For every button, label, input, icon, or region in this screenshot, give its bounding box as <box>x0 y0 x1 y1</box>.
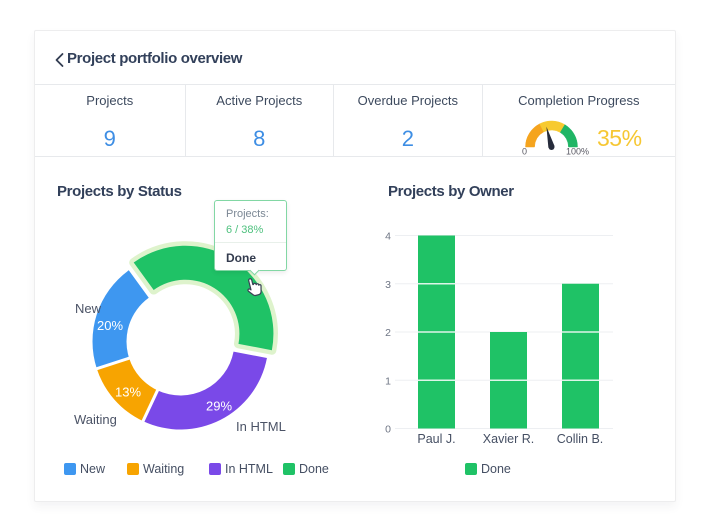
svg-text:0: 0 <box>385 424 391 436</box>
svg-text:Xavier R.: Xavier R. <box>483 432 534 446</box>
svg-text:29%: 29% <box>206 399 232 414</box>
svg-text:1: 1 <box>385 375 391 387</box>
svg-text:20%: 20% <box>97 318 123 333</box>
svg-text:Collin B.: Collin B. <box>557 432 604 446</box>
svg-text:100%: 100% <box>566 147 589 157</box>
svg-text:Paul J.: Paul J. <box>417 432 455 446</box>
svg-text:0: 0 <box>522 147 527 157</box>
svg-text:3: 3 <box>385 279 391 291</box>
svg-text:4: 4 <box>385 231 391 243</box>
svg-text:13%: 13% <box>115 385 141 400</box>
svg-text:2: 2 <box>385 327 391 339</box>
